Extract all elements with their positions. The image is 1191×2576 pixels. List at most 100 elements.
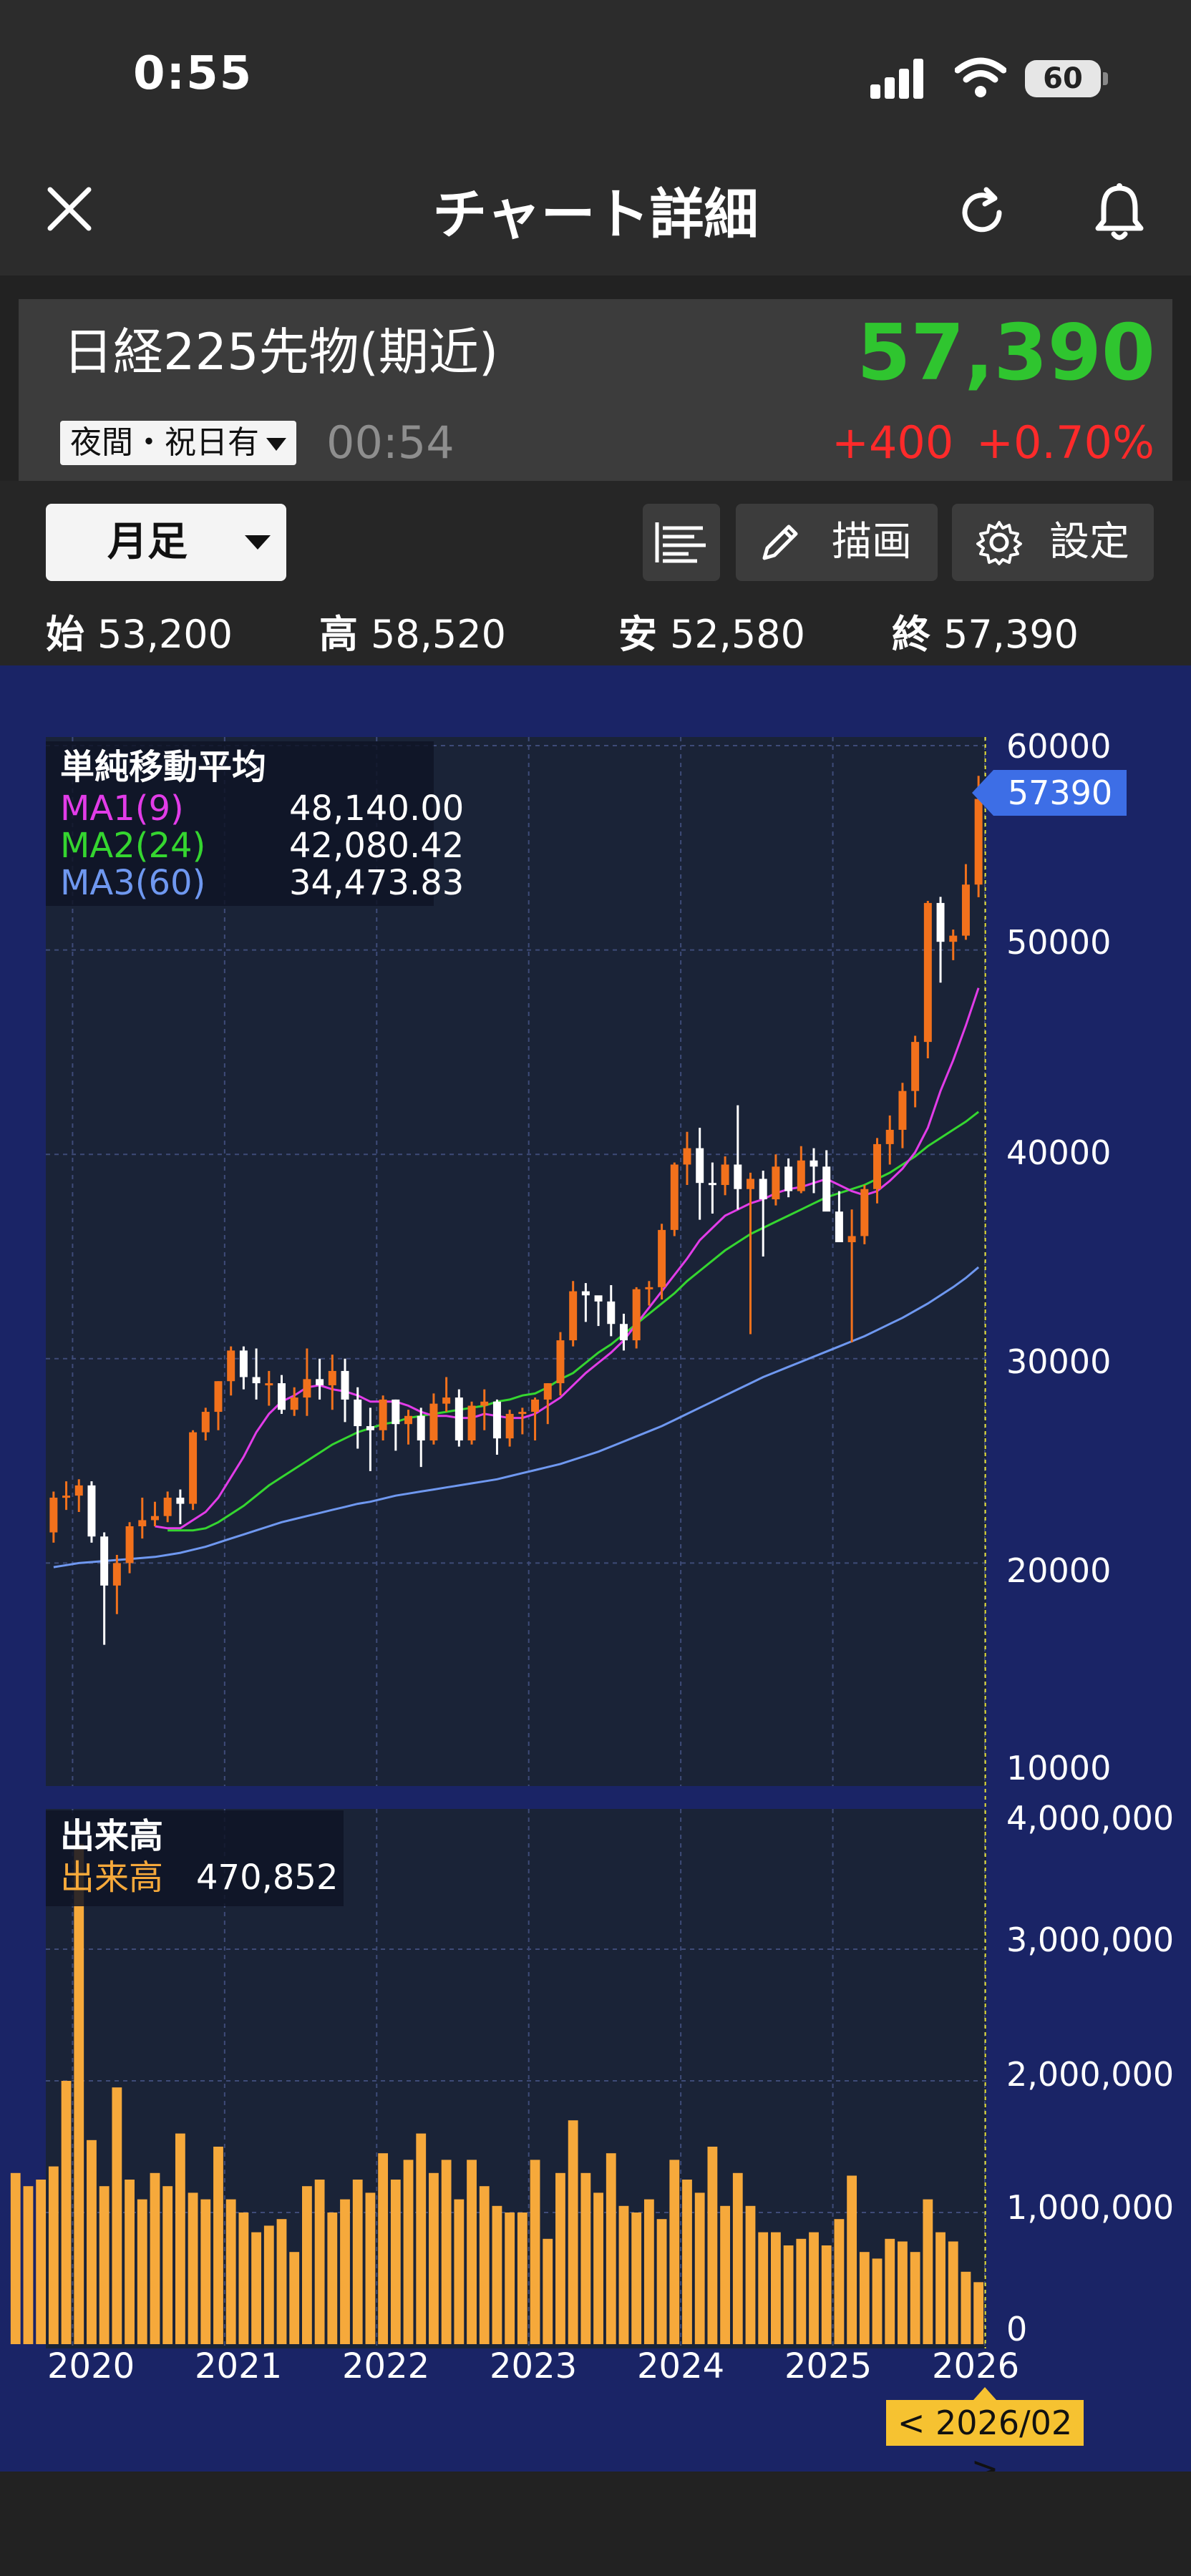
volume-bar [643, 2199, 654, 2344]
battery-level: 60 [1025, 60, 1101, 97]
volume-bar [48, 2166, 59, 2344]
volume-bar [885, 2238, 895, 2344]
ma1-name: MA1(9) [60, 789, 184, 829]
volume-bar [669, 2160, 680, 2344]
high-label: 高 [319, 612, 358, 657]
candle-body [885, 1129, 894, 1144]
x-tick: 2023 [490, 2346, 578, 2386]
candle-body [531, 1399, 540, 1413]
candle-body [163, 1498, 172, 1516]
candle-body [265, 1383, 273, 1386]
volume-bar [352, 2180, 363, 2344]
volume-bar [543, 2238, 553, 2344]
price-tick: 10000 [1006, 1749, 1112, 1787]
chart-area[interactable]: 単純移動平均 MA1(9) 48,140.00 MA2(24) 42,080.4… [0, 665, 1191, 2488]
candle-body [835, 1211, 843, 1243]
volume-bar [618, 2205, 629, 2344]
period-dropdown[interactable]: 月足 [46, 504, 286, 581]
candle-body [429, 1403, 438, 1441]
candle-body [822, 1166, 831, 1212]
volume-bar [783, 2245, 794, 2344]
volume-bar [390, 2180, 401, 2344]
volume-bar [732, 2172, 743, 2344]
ohlc-close: 終 57,390 [892, 610, 1079, 660]
volume-legend-title: 出来高 [60, 1816, 164, 1856]
volume-bar [36, 2180, 47, 2344]
close-icon[interactable] [44, 184, 94, 234]
candle-body [278, 1383, 286, 1410]
ohlc-open: 始 53,200 [46, 610, 233, 660]
low-label: 安 [618, 612, 657, 657]
candle-body [316, 1379, 324, 1385]
price-tick: 20000 [1006, 1551, 1112, 1590]
volume-bar [289, 2252, 300, 2344]
candle-body [239, 1350, 248, 1377]
indicator-list-button[interactable] [643, 504, 720, 581]
candle-body [392, 1399, 400, 1425]
caret-down-icon [245, 535, 271, 550]
candle-body [974, 799, 983, 885]
draw-label: 描画 [832, 519, 912, 565]
candle-body [379, 1399, 387, 1430]
ma2-name: MA2(24) [60, 826, 206, 866]
candle-body [138, 1520, 147, 1526]
close-value: 57,390 [943, 612, 1079, 657]
bottom-bar [0, 2472, 1191, 2576]
candle-body [518, 1412, 527, 1415]
volume-bar [923, 2199, 933, 2344]
close-label: 終 [892, 612, 930, 657]
candle-body [569, 1291, 578, 1341]
session-dropdown[interactable]: 夜間・祝日有 [60, 421, 296, 465]
wifi-icon [954, 56, 1007, 99]
volume-bar [821, 2245, 832, 2344]
candle-body [747, 1179, 754, 1189]
bell-icon[interactable] [1089, 181, 1149, 244]
candle-body [417, 1415, 425, 1441]
volume-bar [568, 2120, 578, 2344]
candle-body [201, 1412, 210, 1433]
volume-bar [771, 2232, 781, 2344]
candle-body [708, 1183, 716, 1186]
x-tick: 2025 [784, 2346, 872, 2386]
volume-bar [467, 2160, 477, 2344]
volume-bar [580, 2172, 591, 2344]
candle-body [354, 1399, 362, 1427]
candlestick-chart[interactable] [0, 665, 1191, 2472]
candle-body [214, 1381, 223, 1413]
price-tick: 50000 [1006, 923, 1112, 962]
ma3-name: MA3(60) [60, 863, 206, 903]
volume-bar [137, 2199, 147, 2344]
settings-button[interactable]: 設定 [952, 504, 1154, 581]
volume-bar [593, 2192, 603, 2344]
draw-button[interactable]: 描画 [736, 504, 938, 581]
volume-bar [87, 2140, 97, 2344]
date-navigator[interactable]: < 2026/02 > [886, 2387, 1084, 2488]
chart-toolbar: 月足 描画 設定 始 53,200 高 58,520 安 52,580 終 57,390 [0, 481, 1191, 665]
caret-down-icon [266, 438, 286, 451]
session-dropdown-label: 夜間・祝日有 [70, 424, 259, 461]
candle-body [683, 1148, 691, 1165]
candle-body [492, 1401, 501, 1439]
volume-bar [378, 2153, 389, 2344]
volume-bar [302, 2186, 312, 2344]
volume-bar [606, 2153, 616, 2344]
volume-bar [809, 2232, 819, 2344]
volume-bar [175, 2133, 185, 2344]
volume-bar [150, 2172, 160, 2344]
volume-bar [251, 2232, 261, 2344]
volume-bar [263, 2225, 274, 2344]
volume-bar [745, 2205, 756, 2344]
candle-body [949, 935, 958, 942]
volume-legend: 出来高 出来高 470,852 [46, 1810, 344, 1906]
volume-bar [834, 2219, 845, 2344]
candle-body [594, 1295, 603, 1302]
candle-body [442, 1397, 451, 1404]
volume-bar [74, 1843, 84, 2344]
candle-body [670, 1164, 679, 1230]
x-tick: 2024 [637, 2346, 725, 2386]
candle-body [150, 1516, 159, 1521]
refresh-icon[interactable] [953, 184, 1011, 241]
candle-body [227, 1350, 235, 1382]
volume-bar [961, 2271, 971, 2344]
gear-icon [976, 521, 1022, 565]
